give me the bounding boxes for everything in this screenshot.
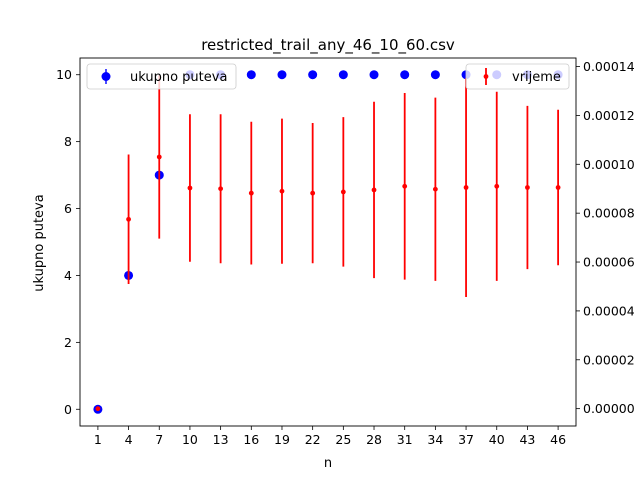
x-tick-label: 43 bbox=[519, 432, 535, 447]
right-y-tick-label: 0.00002 bbox=[583, 352, 635, 367]
left-y-tick-label: 10 bbox=[56, 67, 72, 82]
ukupno-puteva-point bbox=[277, 70, 287, 80]
right-y-tick-label: 0.00008 bbox=[583, 206, 635, 221]
left-y-tick-label: 4 bbox=[64, 268, 72, 283]
ukupno-puteva-point bbox=[338, 70, 348, 80]
legend-left: ukupno puteva bbox=[86, 63, 237, 90]
vrijeme-point bbox=[126, 216, 131, 222]
y-axis-label: ukupno puteva bbox=[32, 194, 47, 291]
chart-title: restricted_trail_any_46_10_60.csv bbox=[201, 36, 455, 55]
ukupno-puteva-point bbox=[430, 70, 440, 80]
legend-left-marker-icon bbox=[101, 72, 111, 81]
legend-right-label: vrijeme bbox=[512, 70, 561, 85]
ukupno-puteva-point bbox=[246, 70, 256, 80]
x-tick-label: 25 bbox=[335, 432, 351, 447]
legend-right-frame bbox=[465, 63, 570, 90]
left-y-tick-label: 2 bbox=[64, 335, 72, 350]
ukupno-puteva-point bbox=[308, 70, 318, 80]
left-y-tick-label: 0 bbox=[64, 402, 72, 417]
x-tick-label: 13 bbox=[213, 432, 229, 447]
x-tick-label: 19 bbox=[274, 432, 290, 447]
vrijeme-point bbox=[432, 186, 438, 192]
vrijeme-point bbox=[156, 154, 162, 160]
legend-right-marker-icon bbox=[483, 74, 489, 79]
x-tick-label: 4 bbox=[125, 432, 133, 447]
x-axis-label: n bbox=[324, 456, 332, 471]
x-tick-label: 46 bbox=[550, 432, 566, 447]
x-tick-label: 31 bbox=[397, 432, 413, 447]
x-tick-label: 40 bbox=[489, 432, 505, 447]
vrijeme-point bbox=[555, 185, 561, 190]
left-y-tick-label: 8 bbox=[64, 134, 72, 149]
vrijeme-point bbox=[463, 185, 469, 190]
plot-frame bbox=[79, 57, 577, 427]
right-y-tick-label: 0.00006 bbox=[583, 255, 635, 270]
vrijeme-point bbox=[95, 406, 101, 412]
vrijeme-point bbox=[402, 183, 408, 189]
right-y-tick-label: 0.00014 bbox=[583, 59, 635, 74]
vrijeme-point bbox=[525, 185, 530, 190]
x-tick-label: 37 bbox=[458, 432, 474, 447]
legend-right: vrijeme bbox=[465, 63, 570, 90]
legend-left-label: ukupno puteva bbox=[130, 70, 227, 85]
x-tick-label: 34 bbox=[427, 432, 443, 447]
x-tick-label: 28 bbox=[366, 432, 382, 447]
vrijeme-point bbox=[310, 190, 316, 196]
vrijeme-point bbox=[279, 188, 285, 194]
vrijeme-point bbox=[187, 185, 193, 191]
right-y-tick-label: 0.00000 bbox=[583, 401, 635, 416]
right-y-tick-label: 0.00010 bbox=[583, 157, 635, 172]
vrijeme-point bbox=[340, 189, 346, 195]
plot-area: 1 4 7 10 13 16 19 22 25 28 31 34 37 40 43 4602468100.00… bbox=[56, 57, 635, 447]
right-y-tick-label: 0.00004 bbox=[583, 303, 635, 318]
x-tick-label: 1 bbox=[94, 432, 102, 447]
right-y-tick-label: 0.00012 bbox=[583, 108, 635, 123]
vrijeme-point bbox=[218, 186, 224, 192]
x-tick-label: 10 bbox=[182, 432, 198, 447]
x-tick-label: 7 bbox=[155, 432, 163, 447]
ukupno-puteva-point bbox=[400, 70, 410, 80]
vrijeme-point bbox=[494, 183, 500, 189]
left-y-tick-label: 6 bbox=[64, 201, 72, 216]
legend-left-frame bbox=[86, 63, 237, 90]
x-tick-label: 22 bbox=[305, 432, 321, 447]
ukupno-puteva-point bbox=[369, 70, 379, 80]
vrijeme-point bbox=[371, 187, 377, 193]
x-tick-label: 16 bbox=[243, 432, 259, 447]
vrijeme-point bbox=[248, 190, 254, 196]
